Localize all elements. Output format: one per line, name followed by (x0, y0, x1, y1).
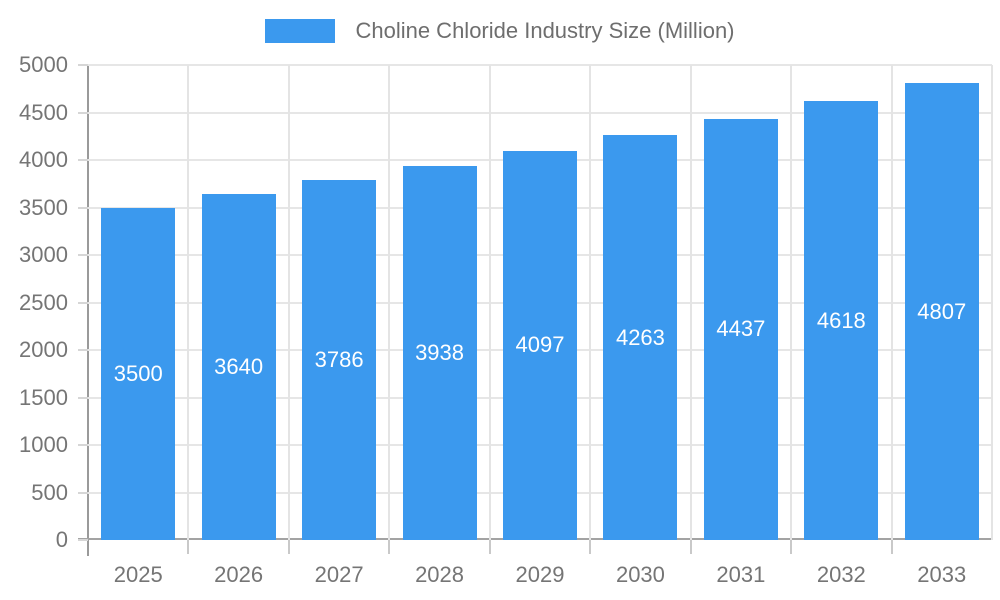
bar-value-label: 4807 (917, 298, 967, 324)
bar-value-label: 3500 (113, 360, 163, 386)
y-axis-tick (78, 444, 88, 446)
x-axis-tick (488, 540, 491, 554)
y-axis-tick (78, 64, 88, 66)
h-gridline (88, 111, 992, 114)
y-axis-tick (78, 301, 88, 304)
y-axis-tick-label: 2500 (19, 289, 68, 315)
bar[interactable]: 4263 (603, 135, 678, 540)
v-gridline (589, 65, 592, 540)
x-axis-tick-label: 2030 (615, 562, 665, 587)
x-axis-tick (287, 540, 290, 554)
x-axis-tick-label: 2025 (113, 562, 163, 587)
x-axis-tick (388, 540, 391, 554)
y-axis-tick (78, 349, 88, 351)
v-gridline (790, 65, 793, 540)
plot-area: 0 500 1000 1500 2000 2500 3000 3500 4000 4500 5000… (19, 52, 993, 587)
x-axis-tick-label: 2033 (917, 562, 967, 587)
bar[interactable]: 3640 (201, 194, 276, 540)
x-axis-tick-label: 2032 (816, 562, 866, 587)
legend-swatch (265, 19, 336, 43)
legend: Choline Chloride Industry Size (Million) (0, 18, 1000, 44)
bar-value-label: 4618 (816, 307, 866, 333)
bar-value-label: 3938 (415, 339, 465, 365)
y-axis-tick (78, 396, 88, 399)
y-axis-tick-label: 5000 (19, 52, 68, 77)
bar-value-label: 4263 (615, 324, 665, 350)
x-axis-tick (790, 540, 793, 554)
y-axis-tick-label: 1500 (19, 384, 68, 410)
x-axis-tick-label: 2028 (415, 562, 465, 587)
y-axis-tick (78, 539, 88, 541)
y-axis-tick-label: 1000 (19, 432, 68, 457)
bar-value-label: 4437 (716, 316, 766, 342)
bar[interactable]: 3500 (101, 207, 176, 540)
x-axis-tick (890, 540, 893, 554)
x-axis-tick-label: 2027 (314, 562, 364, 587)
y-axis-tick-label: 4000 (19, 147, 68, 172)
y-axis-tick (78, 254, 88, 256)
bar[interactable]: 3938 (402, 165, 477, 540)
legend-series-label: Choline Chloride Industry Size (Million) (355, 18, 735, 43)
v-gridline (890, 65, 893, 540)
bar-value-label: 3786 (314, 347, 364, 373)
y-axis-tick (78, 111, 88, 114)
v-gridline (488, 65, 491, 540)
y-axis-tick (78, 206, 88, 209)
y-axis-tick (78, 491, 88, 494)
bar-value-label: 4097 (515, 332, 565, 358)
x-axis-tick-label: 2029 (515, 562, 565, 587)
v-gridline (991, 65, 993, 540)
bar[interactable]: 4437 (703, 118, 778, 540)
h-gridline (88, 64, 992, 66)
bar[interactable]: 4618 (804, 101, 879, 540)
x-axis-tick (689, 540, 692, 554)
x-axis-tick (187, 540, 190, 554)
v-gridline (689, 65, 692, 540)
bar[interactable]: 3786 (302, 180, 377, 540)
v-gridline (287, 65, 290, 540)
bar[interactable]: 4097 (503, 150, 577, 540)
x-axis-tick-label: 2026 (214, 562, 264, 587)
v-gridline (187, 65, 190, 540)
bar[interactable]: 4807 (904, 83, 979, 540)
y-axis-tick (78, 159, 88, 161)
y-axis-tick-label: 3000 (19, 242, 68, 267)
y-axis-line (87, 65, 89, 556)
y-axis-tick-label: 0 (55, 527, 68, 552)
y-axis-tick-label: 2000 (19, 337, 68, 362)
y-axis-tick-label: 4500 (19, 99, 68, 125)
y-axis-tick-label: 500 (31, 479, 68, 505)
v-gridline (388, 65, 391, 540)
bar-value-label: 3640 (214, 354, 264, 380)
x-axis-tick (589, 540, 592, 554)
y-axis-tick-label: 3500 (19, 194, 68, 220)
x-axis-tick-label: 2031 (716, 562, 766, 587)
